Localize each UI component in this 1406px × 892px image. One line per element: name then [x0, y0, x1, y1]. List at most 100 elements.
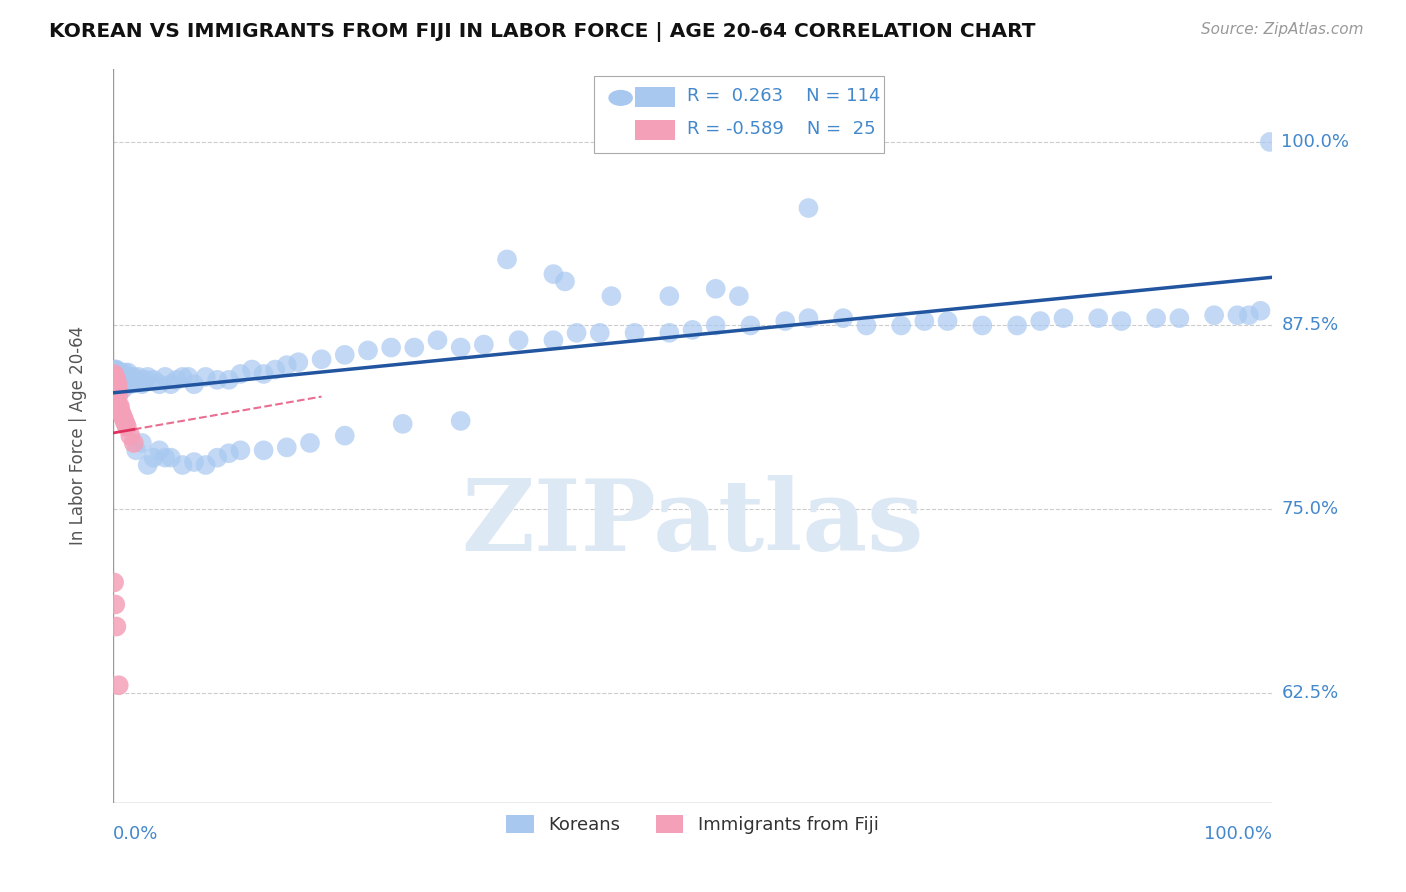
- Point: [111, 376, 134, 390]
- Point: [115, 373, 138, 387]
- Point: [110, 370, 132, 384]
- Point: [104, 370, 127, 384]
- Point: [104, 376, 127, 390]
- Point: [107, 678, 129, 692]
- Point: [134, 373, 156, 387]
- Point: [153, 450, 176, 465]
- Point: [1111, 314, 1133, 328]
- Point: [104, 598, 127, 612]
- Point: [107, 370, 129, 384]
- Text: 75.0%: 75.0%: [1281, 500, 1339, 518]
- Point: [298, 436, 321, 450]
- Point: [472, 337, 495, 351]
- Point: [103, 367, 125, 381]
- Point: [166, 373, 188, 387]
- Point: [1204, 308, 1226, 322]
- Point: [105, 377, 128, 392]
- Point: [252, 443, 274, 458]
- Point: [108, 399, 131, 413]
- Point: [108, 376, 131, 390]
- Point: [103, 370, 125, 384]
- Point: [114, 417, 136, 431]
- Point: [120, 370, 142, 384]
- Point: [107, 376, 129, 390]
- Point: [107, 373, 129, 387]
- Point: [207, 450, 229, 465]
- Legend: Koreans, Immigrants from Fiji: Koreans, Immigrants from Fiji: [499, 807, 886, 841]
- Point: [110, 373, 132, 387]
- Point: [832, 311, 855, 326]
- Point: [333, 348, 356, 362]
- Point: [264, 362, 287, 376]
- Point: [287, 355, 309, 369]
- Point: [426, 333, 449, 347]
- Point: [117, 376, 139, 390]
- Point: [110, 405, 132, 419]
- Point: [105, 619, 128, 633]
- Point: [1005, 318, 1028, 333]
- Point: [380, 341, 402, 355]
- Point: [131, 377, 153, 392]
- Point: [543, 333, 565, 347]
- Point: [107, 384, 129, 399]
- Point: [104, 370, 127, 384]
- Text: 0.0%: 0.0%: [112, 825, 159, 843]
- Point: [565, 326, 588, 340]
- Point: [114, 377, 136, 392]
- Point: [311, 352, 333, 367]
- Point: [357, 343, 380, 358]
- Point: [623, 326, 645, 340]
- Point: [122, 436, 145, 450]
- Point: [218, 446, 240, 460]
- Point: [153, 370, 176, 384]
- Text: R = -0.589    N =  25: R = -0.589 N = 25: [686, 120, 876, 138]
- Point: [107, 367, 129, 381]
- Point: [114, 414, 136, 428]
- Point: [740, 318, 762, 333]
- Point: [120, 377, 142, 392]
- Bar: [634, 87, 675, 107]
- Point: [1250, 303, 1272, 318]
- Point: [108, 366, 131, 380]
- Point: [682, 323, 704, 337]
- Point: [160, 450, 183, 465]
- Point: [103, 370, 125, 384]
- Point: [728, 289, 751, 303]
- Point: [124, 373, 146, 387]
- Point: [110, 377, 132, 392]
- Point: [114, 366, 136, 380]
- Point: [600, 289, 623, 303]
- Point: [112, 370, 135, 384]
- Point: [111, 373, 134, 387]
- Point: [276, 358, 298, 372]
- Point: [115, 419, 138, 434]
- Point: [148, 443, 170, 458]
- Text: In Labor Force | Age 20-64: In Labor Force | Age 20-64: [69, 326, 87, 545]
- Point: [103, 575, 125, 590]
- Point: [107, 377, 129, 392]
- Point: [104, 362, 127, 376]
- Text: 100.0%: 100.0%: [1204, 825, 1272, 843]
- Point: [142, 373, 165, 387]
- Circle shape: [609, 91, 633, 105]
- Point: [107, 366, 129, 380]
- Point: [108, 402, 131, 417]
- Point: [797, 311, 820, 326]
- Point: [107, 377, 129, 392]
- Point: [218, 373, 240, 387]
- Point: [543, 267, 565, 281]
- Point: [111, 408, 134, 422]
- Point: [107, 377, 129, 392]
- Point: [112, 382, 135, 396]
- Point: [554, 275, 576, 289]
- Point: [1226, 308, 1249, 322]
- Point: [136, 370, 159, 384]
- Point: [1237, 308, 1260, 322]
- Point: [111, 370, 134, 384]
- Point: [107, 382, 129, 396]
- Point: [112, 411, 135, 425]
- Point: [121, 373, 143, 387]
- Point: [104, 377, 127, 392]
- Point: [1168, 311, 1191, 326]
- Point: [127, 370, 149, 384]
